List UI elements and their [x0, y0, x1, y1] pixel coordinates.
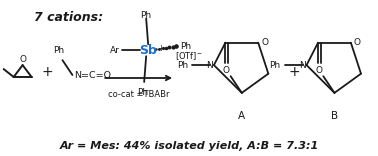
Text: Ph: Ph: [53, 46, 64, 55]
Text: Ph: Ph: [141, 11, 152, 20]
Text: O: O: [19, 55, 26, 64]
Text: O: O: [316, 66, 322, 76]
Text: Sb: Sb: [139, 44, 157, 57]
Text: Ph: Ph: [270, 61, 280, 70]
Text: O: O: [223, 66, 230, 76]
Text: O: O: [261, 38, 268, 47]
Text: +: +: [157, 44, 164, 53]
Text: +: +: [289, 65, 301, 79]
Text: O: O: [354, 38, 361, 47]
Text: Ar: Ar: [110, 46, 120, 55]
Text: Ar = Mes: 44% isolated yield, A:B = 7.3:1: Ar = Mes: 44% isolated yield, A:B = 7.3:…: [59, 141, 319, 151]
Text: Ph: Ph: [180, 42, 191, 51]
Text: [OTf]$^{-}$: [OTf]$^{-}$: [175, 50, 203, 62]
Text: Ph: Ph: [138, 88, 149, 97]
Text: co-cat =TBABr: co-cat =TBABr: [108, 90, 169, 99]
Text: 7 cations:: 7 cations:: [34, 11, 103, 24]
Text: +: +: [42, 65, 53, 79]
Text: Ph: Ph: [177, 61, 188, 70]
Text: N=C=O: N=C=O: [74, 71, 112, 80]
Text: N: N: [299, 61, 305, 70]
Text: B: B: [331, 111, 338, 121]
Text: A: A: [238, 111, 245, 121]
Text: N: N: [206, 61, 213, 70]
